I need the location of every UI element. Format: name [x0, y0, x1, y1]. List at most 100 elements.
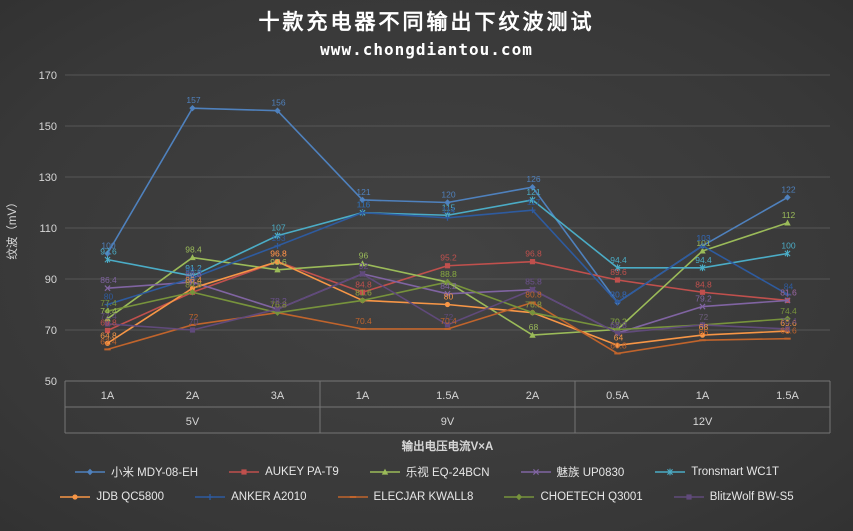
data-label: 76.8	[525, 300, 542, 310]
series-labels-2: 74.4 98.4 93.6 96 88.8 68 70.2 101 112	[100, 210, 795, 332]
data-label: 72	[444, 312, 454, 322]
data-label: 85.8	[525, 277, 542, 287]
data-label: 126	[526, 174, 540, 184]
x-tick-label: 2A	[526, 390, 540, 402]
data-label: 101	[696, 238, 710, 248]
x-axis-title: 输出电压电流V×A	[402, 439, 494, 453]
data-label: 86.4	[185, 275, 202, 285]
data-label: 86.4	[100, 275, 117, 285]
legend-label: Tronsmart WC1T	[691, 465, 780, 478]
x-tick-label: 3A	[271, 390, 285, 402]
series-labels-4: 97.6 91.2 107 116 115 121 94.4 94.4 100	[100, 187, 796, 273]
data-label: 62.4	[100, 336, 117, 346]
data-label: 69.6	[780, 318, 797, 328]
data-label: 88.8	[440, 269, 457, 279]
data-label: 112	[782, 210, 796, 220]
data-label: 85.8	[525, 277, 542, 287]
x-tick-label: 1.5A	[776, 390, 799, 402]
data-label: 84.8	[355, 279, 372, 289]
data-label: 92	[359, 261, 369, 271]
x-tick-label: 1A	[101, 390, 115, 402]
y-axis-title: 纹波（mV）	[5, 196, 19, 259]
data-label: 76.8	[270, 300, 287, 310]
data-label: 100	[101, 241, 115, 251]
data-label: 88.8	[185, 269, 202, 279]
data-label: 81.6	[780, 287, 797, 297]
legend-marker-icon	[520, 468, 551, 475]
y-tick-label: 150	[39, 121, 57, 133]
legend-marker-icon	[74, 468, 105, 475]
data-label: 92	[359, 261, 369, 271]
legend-item-7: ELECJAR KWALL8	[337, 490, 474, 503]
data-label: 94.4	[695, 255, 712, 265]
chart-header: 十款充电器不同输出下纹波测试 www.chongdiantou.com	[0, 0, 853, 61]
legend-marker-icon	[655, 468, 686, 475]
data-label: 80.8	[610, 289, 627, 299]
data-label: 64.8	[100, 330, 117, 340]
data-label: 70.4	[355, 316, 372, 326]
series-labels-8: 77.4 84.8 76.8 81.6 88.8 76.8 70.2 72 74.4	[100, 269, 797, 326]
y-tick-label: 90	[45, 274, 57, 286]
y-tick-label: 70	[45, 325, 57, 337]
legend-label: ANKER A2010	[231, 490, 307, 503]
chart-subtitle: www.chongdiantou.com	[320, 40, 533, 59]
data-label: 107	[271, 223, 285, 233]
data-label: 103	[696, 233, 710, 243]
data-label: 84.8	[185, 279, 202, 289]
data-label: 156	[271, 98, 285, 108]
data-label: 88.8	[440, 269, 457, 279]
data-label: 80.8	[610, 289, 627, 299]
series-labels-5: 64.8 86.4 96.8 81.6 80 76.8 64 68 69.6	[100, 249, 797, 343]
legend-marker-icon	[195, 493, 226, 500]
data-label: 84.8	[185, 279, 202, 289]
data-label: 80.8	[525, 289, 542, 299]
data-label: 64	[614, 332, 624, 342]
legend-item-2: 乐视 EQ-24BCN	[369, 464, 490, 480]
data-label: 70.4	[780, 316, 797, 326]
legend-item-1: AUKEY PA-T9	[228, 466, 339, 478]
data-label: 78.2	[270, 296, 287, 306]
y-tick-label: 130	[39, 172, 57, 184]
data-label: 117	[527, 197, 541, 207]
data-label: 77.4	[100, 298, 117, 308]
data-label: 122	[781, 184, 795, 194]
legend-label: CHOETECH Q3001	[540, 490, 643, 503]
x-tick-label: 0.5A	[606, 390, 629, 402]
data-label: 96.8	[270, 249, 287, 259]
data-label: 79.2	[695, 294, 712, 304]
data-label: 95.2	[440, 253, 457, 263]
data-label: 121	[526, 187, 540, 197]
legend-item-4: Tronsmart WC1T	[654, 466, 779, 478]
legend-item-0: 小米 MDY-08-EH	[74, 464, 198, 480]
legend-marker-icon	[673, 493, 704, 500]
data-label: 120	[441, 190, 455, 200]
x-tick-label: 1.5A	[436, 390, 459, 402]
data-label: 96.8	[525, 249, 542, 259]
series-line-6	[104, 207, 791, 308]
data-label: 115	[442, 202, 456, 212]
data-label: 72	[699, 312, 709, 322]
y-tick-label: 50	[45, 376, 57, 388]
legend-item-8: CHOETECH Q3001	[503, 490, 643, 503]
legend-label: ELECJAR KWALL8	[373, 490, 474, 503]
legend-label: AUKEY PA-T9	[265, 465, 339, 478]
legend-label: JDB QC5800	[96, 490, 165, 503]
x-axis-band: 1A 2A 3A 1A 1.5A 2A 0.5A 1A 1.5A 5V 9V 12V	[64, 380, 831, 434]
data-label: 76.8	[525, 300, 542, 310]
data-label: 60.8	[610, 340, 627, 350]
legend-marker-icon	[504, 493, 535, 500]
data-label: 93.6	[270, 257, 287, 267]
data-label: 70.4	[440, 316, 457, 326]
legend-label: 小米 MDY-08-EH	[110, 466, 199, 479]
x-tick-label: 1A	[696, 390, 710, 402]
data-label: 84	[784, 281, 794, 291]
data-label: 70.2	[610, 316, 627, 326]
chart-title: 十款充电器不同输出下纹波测试	[258, 11, 595, 34]
data-label: 89.6	[610, 267, 627, 277]
data-label: 98.4	[185, 245, 202, 255]
legend-item-9: BlitzWolf BW-S5	[673, 491, 794, 503]
data-label: 70.2	[610, 316, 627, 326]
x-tick-label: 2A	[186, 390, 200, 402]
